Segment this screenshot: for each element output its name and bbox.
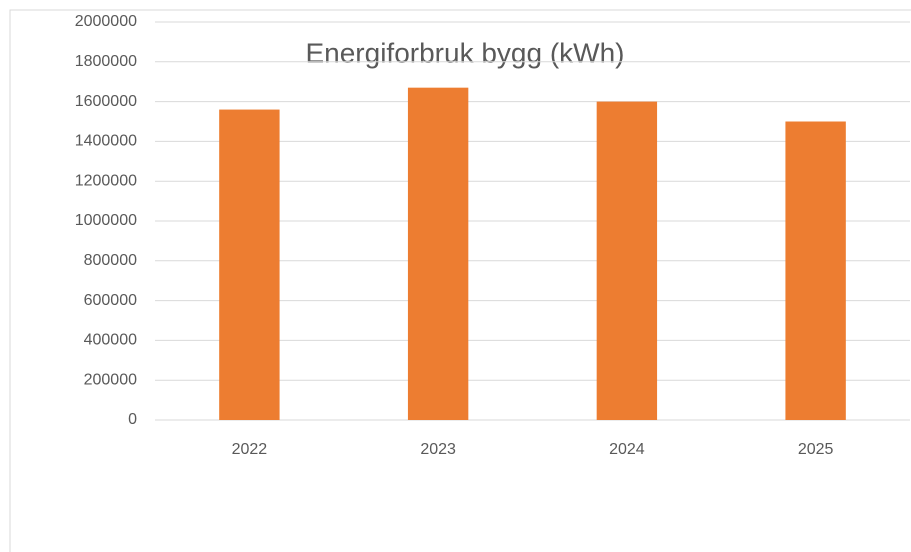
y-tick-label: 1600000 [75, 93, 137, 110]
y-tick-label: 400000 [84, 332, 137, 349]
x-tick-label: 2022 [232, 441, 268, 458]
x-tick-label: 2023 [420, 441, 456, 458]
y-tick-label: 800000 [84, 252, 137, 269]
y-tick-label: 1400000 [75, 133, 137, 150]
chart-border [9, 9, 911, 552]
y-tick-label: 0 [128, 411, 137, 428]
bar [219, 109, 280, 420]
y-tick-label: 1800000 [75, 53, 137, 70]
bar [407, 87, 469, 421]
y-tick-label: 1200000 [75, 172, 137, 189]
y-tick-label: 1000000 [75, 212, 137, 229]
x-tick-label: 2025 [798, 441, 834, 458]
y-tick-label: 600000 [84, 292, 137, 309]
bar [596, 101, 658, 420]
bar [785, 121, 846, 420]
y-tick-label: 200000 [84, 371, 137, 388]
y-tick-label: 2000000 [75, 13, 137, 30]
chart-title: Energiforbruk bygg (kWh) [305, 37, 624, 68]
x-tick-label: 2024 [609, 441, 645, 458]
